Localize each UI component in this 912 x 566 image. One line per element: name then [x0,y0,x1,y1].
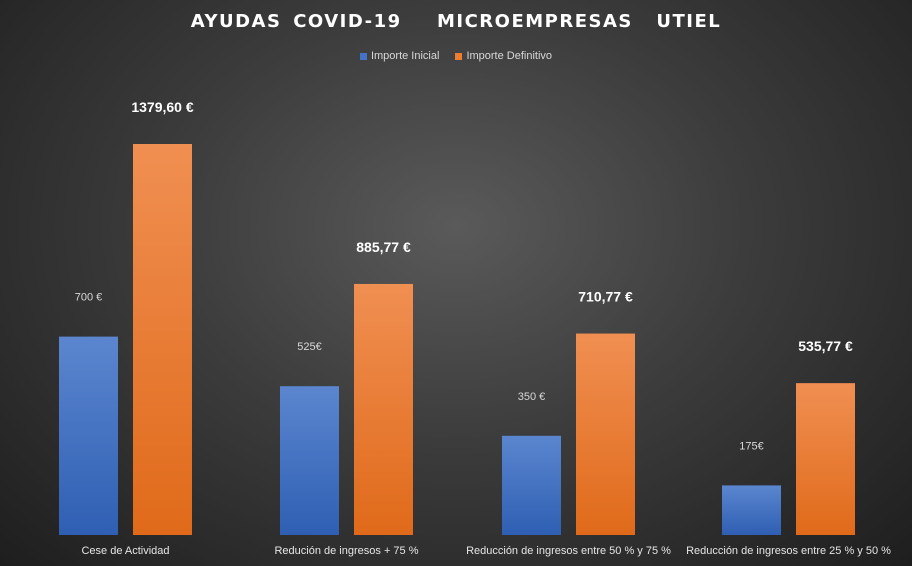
category-label-0: Cese de Actividad [81,545,169,557]
data-label-definitivo-1: 885,77 € [356,239,411,255]
bar-inicial-1 [280,386,339,535]
bar-definitivo-1 [354,283,413,535]
data-label-definitivo-2: 710,77 € [578,289,633,305]
category-label-1: Redución de ingresos + 75 % [274,545,418,557]
bar-definitivo-2 [576,333,635,535]
legend-label-inicial: Importe Inicial [370,50,440,62]
bar-definitivo-0 [133,144,192,535]
bar-inicial-0 [59,336,118,535]
bar-definitivo-3 [796,383,855,535]
legend-label-definitivo: Importe Definitivo [466,50,553,62]
legend-item-inicial: Importe Inicial [359,50,440,62]
data-label-definitivo-3: 535,77 € [798,338,853,354]
legend-item-definitivo: Importe Definitivo [455,50,552,62]
bar-inicial-3 [722,485,781,535]
data-label-inicial-2: 350 € [518,391,546,403]
chart-legend: Importe Inicial Importe Definitivo [0,50,912,62]
category-label-3: Reducción de ingresos entre 25 % y 50 % [686,545,891,557]
legend-swatch-definitivo [455,52,463,60]
chart-title: AYUDAS COVID-19 MICROEMPRESAS UTIEL [190,11,722,32]
data-label-inicial-0: 700 € [75,292,103,304]
data-label-inicial-1: 525€ [297,341,321,353]
data-label-definitivo-0: 1379,60 € [131,99,193,115]
category-label-2: Reducción de ingresos entre 50 % y 75 % [466,545,671,557]
bar-inicial-2 [502,435,561,535]
data-label-inicial-3: 175€ [739,440,763,452]
legend-swatch-inicial [359,52,367,60]
